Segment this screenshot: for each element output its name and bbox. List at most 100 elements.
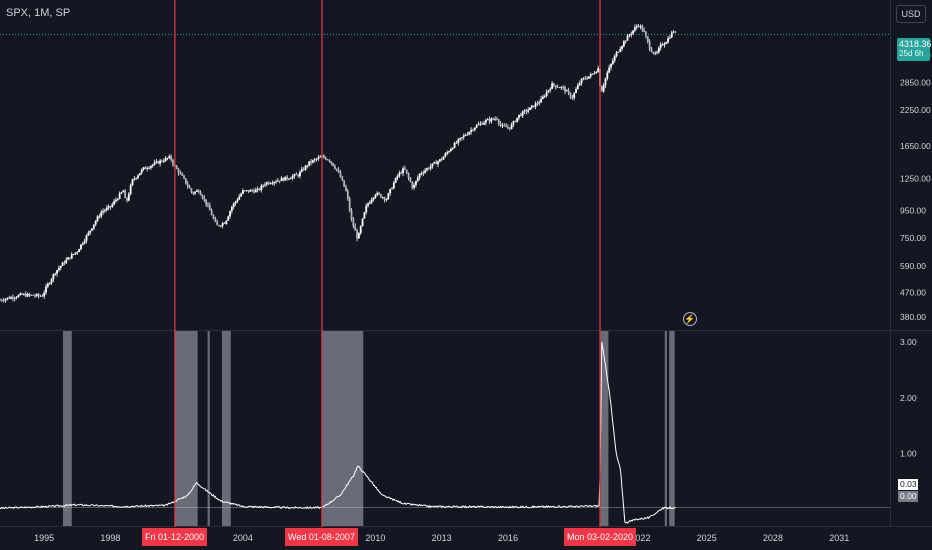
candle-body: [56, 270, 58, 274]
candle-body: [183, 175, 185, 179]
candle-body: [205, 199, 208, 205]
candle-body: [405, 169, 408, 174]
candle-body: [104, 210, 106, 212]
candle-body: [523, 110, 526, 112]
candle-body: [468, 131, 471, 135]
candle-body: [304, 165, 307, 170]
candle-body: [516, 117, 519, 122]
candle-body: [564, 87, 566, 92]
candle-body: [289, 178, 292, 180]
candle-body: [665, 42, 668, 44]
candle-body: [105, 207, 108, 211]
candle-body: [525, 110, 528, 112]
candle-body: [214, 218, 217, 222]
candle-body: [111, 204, 114, 208]
candle-body: [641, 25, 644, 30]
candle-body: [232, 203, 235, 207]
candle-body: [8, 297, 11, 299]
candle-body: [584, 78, 587, 80]
candle-body: [102, 211, 104, 213]
candle-body: [258, 188, 261, 191]
candle-body: [613, 56, 616, 61]
candle-body: [262, 185, 265, 187]
date-marker-label: Wed 01-08-2007: [285, 528, 358, 546]
candle-body: [370, 199, 373, 203]
candle-body: [385, 199, 388, 201]
candle-body: [78, 249, 81, 253]
candle-body: [444, 153, 447, 157]
candle-body: [212, 215, 215, 219]
candle-body: [545, 92, 548, 97]
candle-body: [115, 199, 117, 202]
candle-body: [422, 172, 425, 174]
candle-body: [140, 169, 143, 174]
indicator-tick-label: 3.00: [900, 337, 917, 347]
candle-body: [52, 274, 55, 280]
candle-body: [615, 52, 618, 57]
candle-body: [558, 87, 561, 89]
currency-button[interactable]: USD: [896, 5, 926, 23]
candle-body: [179, 173, 182, 174]
candle-body: [492, 118, 495, 120]
last-price-tag: 4318.36 25d 6h: [897, 38, 932, 61]
symbol-title[interactable]: SPX, 1M, SP: [6, 7, 71, 19]
candle-body: [311, 160, 314, 163]
time-tick-label: 2028: [763, 533, 783, 543]
candle-body: [92, 224, 95, 229]
candle-body: [32, 294, 35, 296]
candle-body: [17, 295, 20, 298]
candle-body: [293, 174, 296, 177]
candle-body: [223, 223, 226, 224]
time-tick-label: 2016: [498, 533, 518, 543]
candle-body: [437, 161, 439, 165]
candle-body: [201, 195, 204, 199]
candle-body: [418, 173, 421, 178]
candle-body: [150, 165, 152, 168]
candle-body: [461, 137, 463, 138]
candle-body: [661, 44, 664, 46]
shaded-period: [600, 331, 609, 526]
candle-body: [69, 257, 71, 259]
candle-body: [363, 212, 366, 219]
candle-body: [300, 169, 303, 172]
candle-body: [67, 257, 69, 260]
candle-body: [122, 190, 125, 193]
candle-body: [245, 190, 248, 191]
candle-body: [479, 123, 482, 125]
candle-body: [98, 216, 101, 218]
candle-body: [319, 156, 322, 158]
candle-body: [341, 177, 344, 181]
candle-body: [663, 43, 666, 46]
candle-body: [247, 190, 250, 192]
candle-body: [630, 33, 633, 35]
candle-body: [275, 181, 277, 183]
candle-body: [400, 172, 403, 174]
time-tick-label: 2013: [432, 533, 452, 543]
candle-body: [37, 294, 40, 296]
candle-body: [659, 44, 662, 48]
candle-body: [442, 156, 445, 160]
candle-body: [172, 160, 174, 165]
candle-body: [326, 159, 329, 161]
candle-body: [354, 226, 357, 231]
candle-body: [170, 156, 173, 161]
candle-body: [256, 188, 259, 190]
candle-body: [361, 218, 364, 227]
candle-body: [490, 118, 493, 122]
price-tick-label: 2250.00: [900, 105, 931, 115]
candle-body: [495, 118, 498, 120]
indicator-zero-tag: 0.00: [898, 491, 918, 502]
candle-body: [484, 120, 487, 123]
candle-body: [151, 164, 154, 166]
candle-body: [611, 60, 614, 65]
candle-body: [667, 38, 669, 43]
candle-body: [521, 111, 524, 116]
lightning-icon[interactable]: ⚡: [683, 312, 697, 326]
candle-body: [306, 165, 309, 167]
candle-body: [426, 168, 428, 171]
candle-body: [367, 203, 369, 206]
indicator-tick-label: 2.00: [900, 393, 917, 403]
candle-body: [286, 176, 288, 179]
candle-body: [547, 90, 550, 93]
